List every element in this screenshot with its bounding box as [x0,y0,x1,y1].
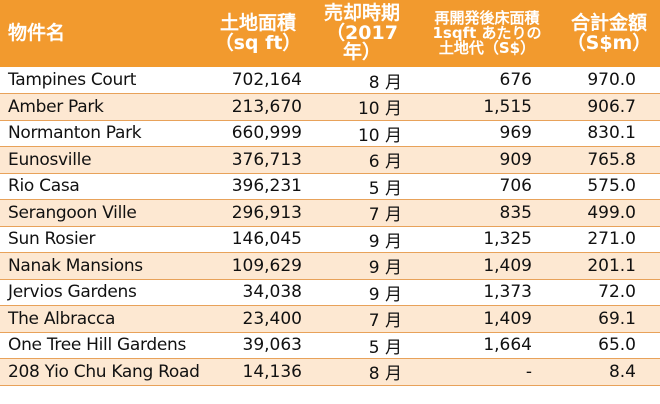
table-row: Rio Casa 396,231 5 月 706 575.0 [0,173,660,200]
cell-property-name: Tampines Court [0,67,208,94]
land-sales-table: 物件名 土地面積 （sq ft） 売却時期 （2017年） 再開発後床面積 1s… [0,0,660,386]
cell-land-area: 34,038 [208,279,308,306]
table-row: 208 Yio Chu Kang Road 14,136 8 月 - 8.4 [0,358,660,386]
cell-sale-month: 9 月 [308,226,416,253]
table-row: Jervios Gardens 34,038 9 月 1,373 72.0 [0,279,660,306]
cell-land-area: 146,045 [208,226,308,253]
cell-land-area: 396,231 [208,173,308,200]
table-row: Normanton Park 660,999 10 月 969 830.1 [0,120,660,147]
header-unit-line1: 再開発後床面積 [434,9,540,27]
cell-sale-month: 7 月 [308,305,416,333]
header-sale-period-year: （2017年） [326,21,398,64]
cell-property-name: Normanton Park [0,120,208,147]
cell-property-name: 208 Yio Chu Kang Road [0,358,208,386]
cell-total: 970.0 [558,67,660,94]
cell-property-name: Nanak Mansions [0,252,208,280]
cell-total: 575.0 [558,173,660,200]
header-land-area-label: 土地面積 [219,11,296,34]
cell-total: 69.1 [558,305,660,333]
cell-total: 765.8 [558,146,660,174]
cell-land-area: 376,713 [208,146,308,174]
cell-unit-price: 1,409 [416,305,558,333]
header-land-area: 土地面積 （sq ft） [208,0,308,67]
cell-land-area: 39,063 [208,332,308,359]
cell-total: 201.1 [558,252,660,280]
header-total-amount: 合計金額 （S$m） [558,0,660,67]
cell-total: 8.4 [558,358,660,386]
cell-sale-month: 7 月 [308,199,416,227]
header-unit-line3: 土地代（S$） [438,39,536,57]
table-row: Sun Rosier 146,045 9 月 1,325 271.0 [0,226,660,253]
cell-unit-price: 1,515 [416,93,558,121]
table-row: One Tree Hill Gardens 39,063 5 月 1,664 6… [0,332,660,359]
table-row: The Albracca 23,400 7 月 1,409 69.1 [0,305,660,333]
cell-unit-price: 909 [416,146,558,174]
table-row: Tampines Court 702,164 8 月 676 970.0 [0,67,660,94]
cell-property-name: Serangoon Ville [0,199,208,227]
cell-property-name: The Albracca [0,305,208,333]
header-row: 物件名 土地面積 （sq ft） 売却時期 （2017年） 再開発後床面積 1s… [0,0,660,67]
cell-land-area: 14,136 [208,358,308,386]
cell-total: 65.0 [558,332,660,359]
header-total-label: 合計金額 [570,11,647,34]
cell-total: 72.0 [558,279,660,306]
cell-unit-price: 676 [416,67,558,94]
header-unit-land-price: 再開発後床面積 1sqft あたりの 土地代（S$） [416,0,558,67]
cell-sale-month: 9 月 [308,252,416,280]
cell-land-area: 23,400 [208,305,308,333]
table-row: Eunosville 376,713 6 月 909 765.8 [0,146,660,174]
cell-sale-month: 8 月 [308,67,416,94]
header-unit-line2: 1sqft あたりの [432,24,542,42]
cell-unit-price: 1,373 [416,279,558,306]
cell-sale-month: 10 月 [308,93,416,121]
cell-sale-month: 5 月 [308,173,416,200]
cell-sale-month: 8 月 [308,358,416,386]
header-property-name: 物件名 [0,0,208,67]
cell-property-name: Jervios Gardens [0,279,208,306]
cell-property-name: One Tree Hill Gardens [0,332,208,359]
cell-unit-price: - [416,358,558,386]
cell-property-name: Eunosville [0,146,208,174]
header-sale-period-label: 売却時期 [323,1,400,24]
table-row: Serangoon Ville 296,913 7 月 835 499.0 [0,199,660,227]
cell-sale-month: 6 月 [308,146,416,174]
cell-sale-month: 5 月 [308,332,416,359]
cell-total: 906.7 [558,93,660,121]
table-row: Nanak Mansions 109,629 9 月 1,409 201.1 [0,252,660,280]
cell-total: 499.0 [558,199,660,227]
cell-property-name: Amber Park [0,93,208,121]
cell-sale-month: 9 月 [308,279,416,306]
cell-total: 271.0 [558,226,660,253]
cell-land-area: 213,670 [208,93,308,121]
cell-unit-price: 1,325 [416,226,558,253]
header-sale-period: 売却時期 （2017年） [308,0,416,67]
cell-land-area: 702,164 [208,67,308,94]
cell-land-area: 109,629 [208,252,308,280]
cell-property-name: Rio Casa [0,173,208,200]
header-total-unit: （S$m） [566,31,652,54]
header-land-area-unit: （sq ft） [214,31,302,54]
cell-total: 830.1 [558,120,660,147]
cell-land-area: 660,999 [208,120,308,147]
cell-unit-price: 1,409 [416,252,558,280]
cell-property-name: Sun Rosier [0,226,208,253]
cell-unit-price: 835 [416,199,558,227]
cell-land-area: 296,913 [208,199,308,227]
table-row: Amber Park 213,670 10 月 1,515 906.7 [0,93,660,121]
cell-unit-price: 1,664 [416,332,558,359]
cell-sale-month: 10 月 [308,120,416,147]
cell-unit-price: 969 [416,120,558,147]
cell-unit-price: 706 [416,173,558,200]
